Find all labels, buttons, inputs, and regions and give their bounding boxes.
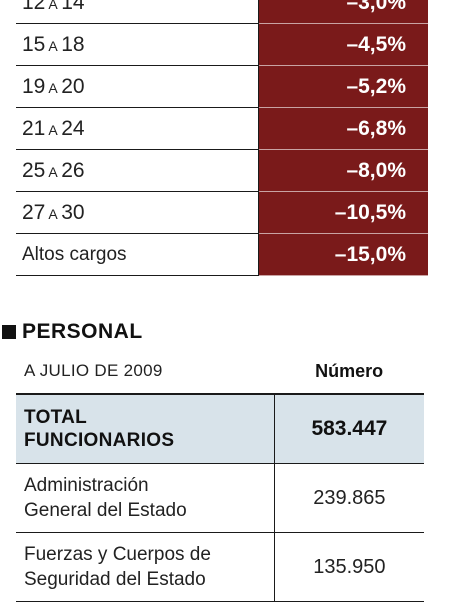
- row-value: 239.865: [273, 463, 424, 533]
- table-header-row: A JULIO DE 2009 Número: [16, 349, 424, 395]
- level-range: 19 A 20: [16, 65, 259, 108]
- table-row: Altos cargos –15,0%: [16, 233, 428, 276]
- cut-percentage: –6,8%: [258, 107, 428, 150]
- row-label: Fuerzas y Cuerpos de Seguridad del Estad…: [16, 532, 275, 602]
- total-label: TOTAL FUNCIONARIOS: [16, 394, 275, 464]
- table-row: 15 A 18 –4,5%: [16, 23, 428, 66]
- table-row: Fuerzas y Cuerpos de Seguridad del Estad…: [16, 532, 424, 602]
- level-range: 12 A 14: [16, 0, 259, 24]
- section-title: PERSONAL: [22, 320, 143, 343]
- square-bullet-icon: [2, 325, 16, 339]
- cut-percentage: –3,0%: [258, 0, 428, 24]
- table-row: 12 A 14 –3,0%: [16, 0, 428, 24]
- cut-percentage: –15,0%: [258, 233, 428, 276]
- level-range: Altos cargos: [16, 233, 259, 276]
- table-row: Administración General del Estado 239.86…: [16, 463, 424, 533]
- cut-percentage: –4,5%: [258, 23, 428, 66]
- table-row: 21 A 24 –6,8%: [16, 107, 428, 150]
- table-row: 25 A 26 –8,0%: [16, 149, 428, 192]
- section-heading: PERSONAL: [2, 320, 143, 344]
- total-value: 583.447: [273, 394, 424, 464]
- level-range: 25 A 26: [16, 149, 259, 192]
- table-row: 19 A 20 –5,2%: [16, 65, 428, 108]
- total-row: TOTAL FUNCIONARIOS 583.447: [16, 394, 424, 464]
- salary-cuts-table: 12 A 14 –3,0% 15 A 18 –4,5% 19 A 20 –5,2% 21 A 2…: [16, 0, 428, 276]
- table-row: 27 A 30 –10,5%: [16, 191, 428, 234]
- personal-table: A JULIO DE 2009 Número TOTAL FUNCIONARIO…: [16, 349, 424, 602]
- cut-percentage: –10,5%: [258, 191, 428, 234]
- row-label: Administración General del Estado: [16, 463, 275, 533]
- date-label: A JULIO DE 2009: [16, 349, 275, 395]
- cut-percentage: –5,2%: [258, 65, 428, 108]
- cut-percentage: –8,0%: [258, 149, 428, 192]
- number-column-header: Número: [274, 349, 424, 395]
- level-range: 21 A 24: [16, 107, 259, 150]
- level-range: 15 A 18: [16, 23, 259, 66]
- level-range: 27 A 30: [16, 191, 259, 234]
- row-value: 135.950: [273, 532, 424, 602]
